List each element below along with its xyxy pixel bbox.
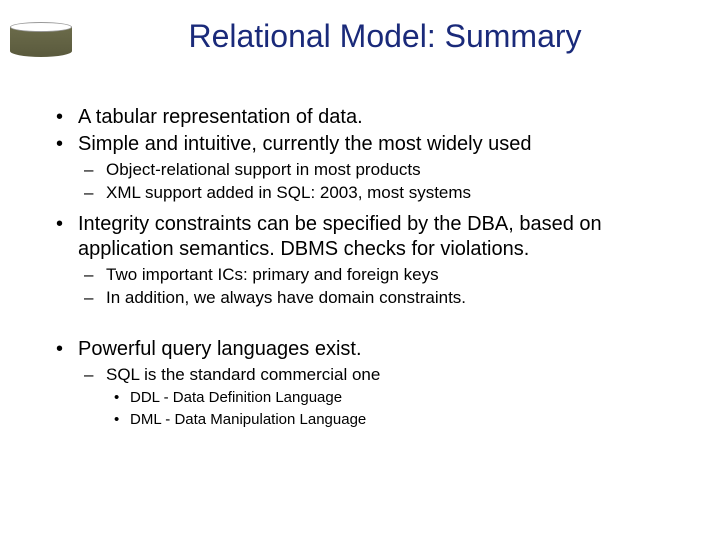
slide-container: Relational Model: Summary A tabular repr…: [0, 0, 720, 540]
sub-bullet-item: Object-relational support in most produc…: [78, 159, 680, 181]
bullet-item: Simple and intuitive, currently the most…: [50, 132, 680, 204]
slide-logo-icon: [8, 8, 74, 56]
sub-bullet-list: SQL is the standard commercial one DDL -…: [78, 364, 680, 430]
subsub-bullet-item: DML - Data Manipulation Language: [106, 410, 680, 430]
sub-bullet-list: Two important ICs: primary and foreign k…: [78, 264, 680, 309]
bullet-item: Integrity constraints can be specified b…: [50, 212, 680, 309]
bullet-list: Powerful query languages exist. SQL is t…: [50, 337, 680, 430]
bullet-text: Simple and intuitive, currently the most…: [78, 133, 532, 155]
bullet-list: A tabular representation of data. Simple…: [50, 105, 680, 309]
bullet-item: Powerful query languages exist. SQL is t…: [50, 337, 680, 430]
subsub-bullet-item: DDL - Data Definition Language: [106, 388, 680, 408]
sub-bullet-text: SQL is the standard commercial one: [106, 365, 380, 384]
bullet-text: Integrity constraints can be specified b…: [78, 213, 602, 260]
bullet-item: A tabular representation of data.: [50, 105, 680, 130]
sub-bullet-item: XML support added in SQL: 2003, most sys…: [78, 182, 680, 204]
sub-bullet-item: SQL is the standard commercial one DDL -…: [78, 364, 680, 430]
sub-bullet-list: Object-relational support in most produc…: [78, 159, 680, 204]
slide-title: Relational Model: Summary: [90, 18, 680, 55]
bullet-text: Powerful query languages exist.: [78, 338, 362, 360]
subsub-bullet-list: DDL - Data Definition Language DML - Dat…: [106, 388, 680, 430]
sub-bullet-item: In addition, we always have domain const…: [78, 287, 680, 309]
sub-bullet-item: Two important ICs: primary and foreign k…: [78, 264, 680, 286]
